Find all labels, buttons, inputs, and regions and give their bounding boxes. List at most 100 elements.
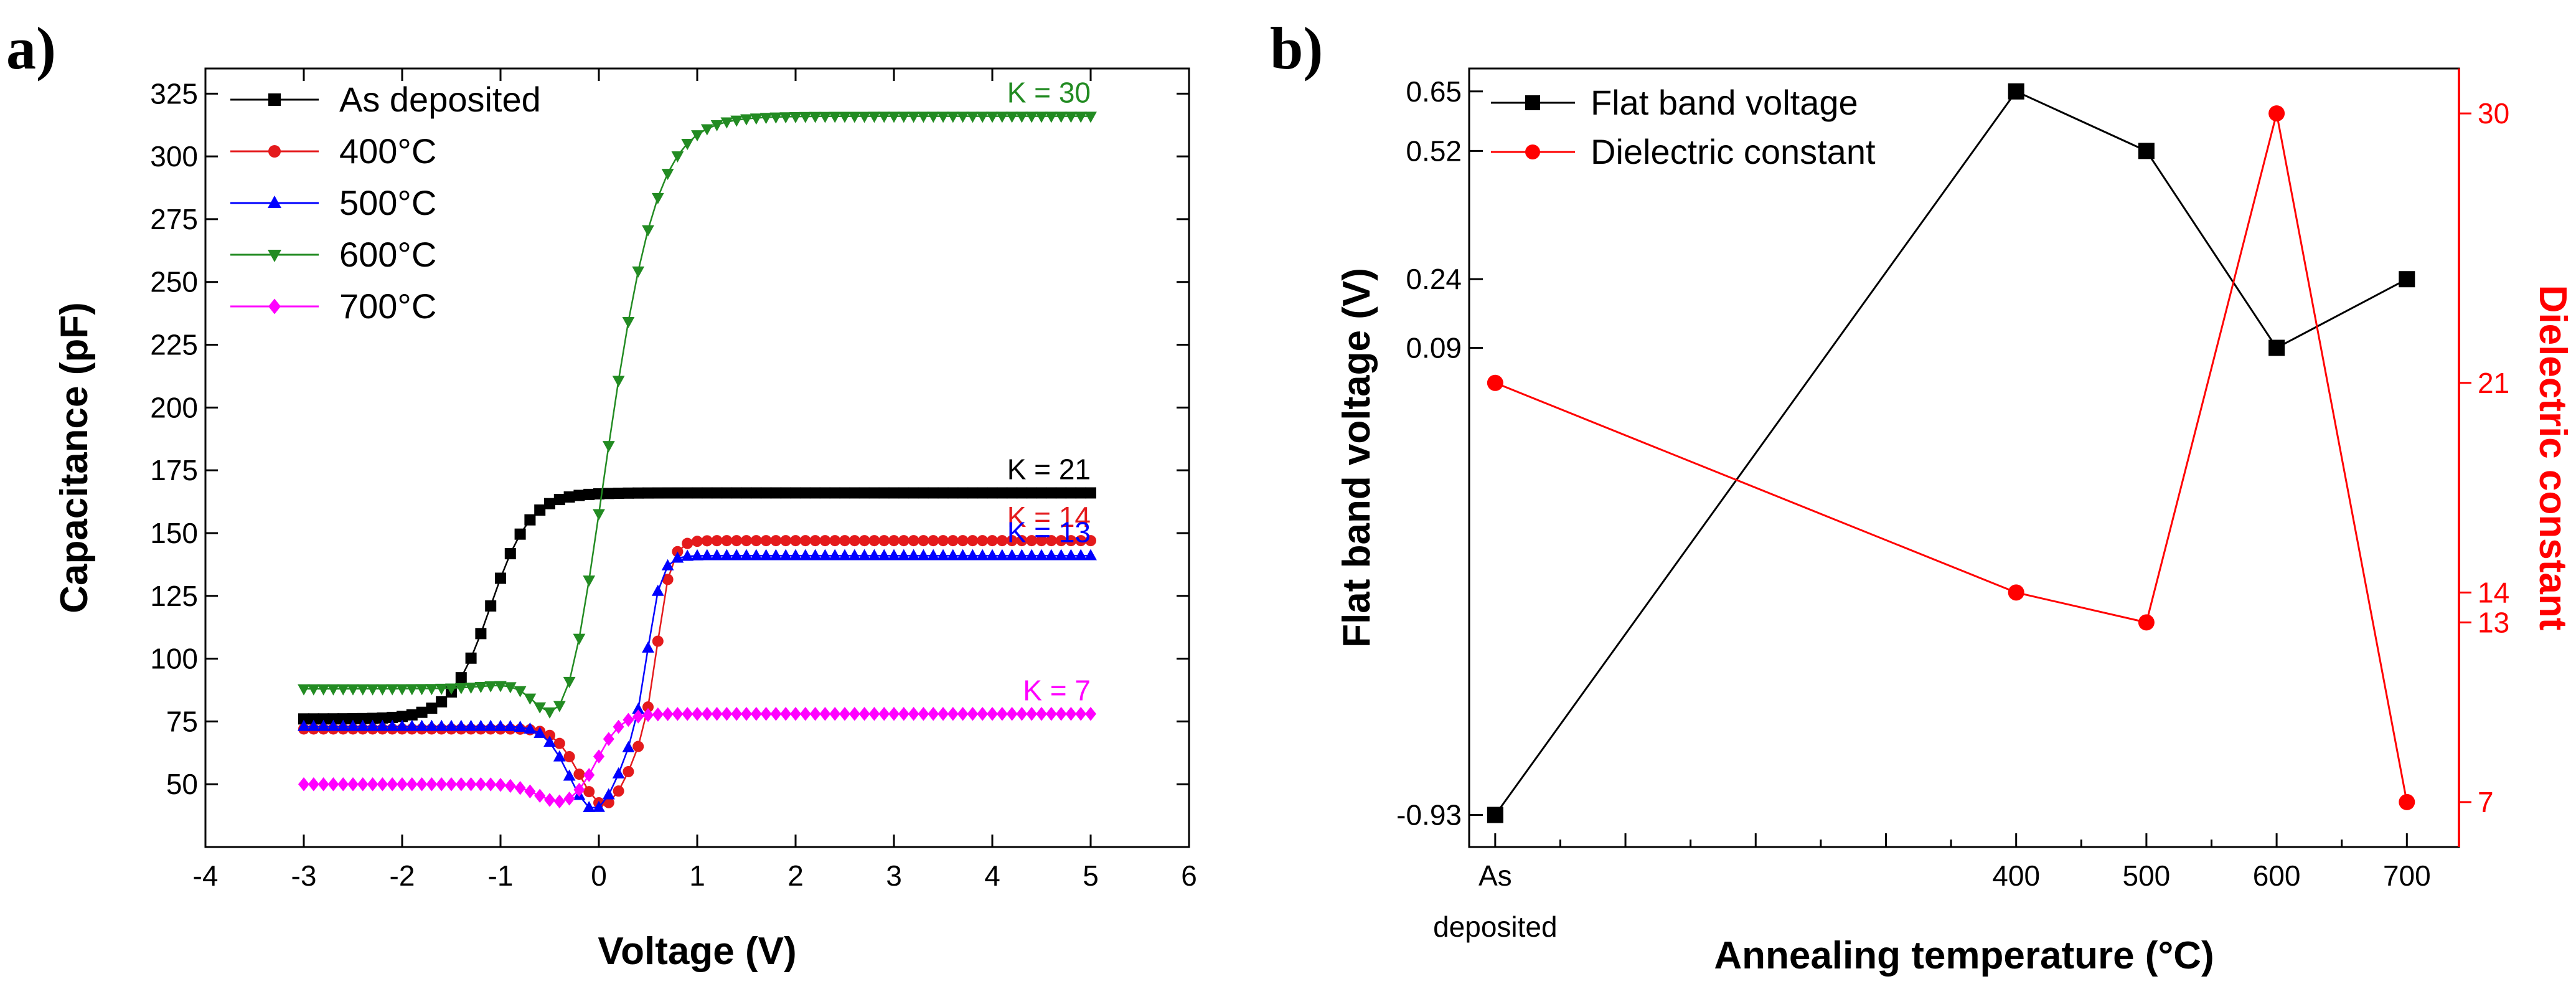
data-point-600-c bbox=[405, 684, 418, 696]
data-point-600-c bbox=[612, 376, 625, 387]
left-y-tick-label: 0.65 bbox=[1406, 75, 1462, 108]
data-point-600-c bbox=[927, 111, 940, 123]
right-y-tick-label: 21 bbox=[2478, 367, 2509, 399]
data-point-as-deposited bbox=[898, 487, 910, 499]
data-point-as-deposited bbox=[662, 487, 674, 499]
data-point-700-c bbox=[682, 707, 693, 721]
data-point-500-c bbox=[966, 549, 979, 561]
data-point-700-c bbox=[672, 707, 684, 721]
x-tick-label: 700 bbox=[2383, 859, 2431, 892]
data-point-600-c bbox=[464, 683, 477, 694]
data-point-as-deposited bbox=[1065, 487, 1077, 499]
data-point-flat-band-voltage bbox=[1487, 807, 1503, 823]
legend-label: 500°C bbox=[339, 183, 436, 222]
data-point-500-c bbox=[445, 719, 458, 731]
data-point-700-c bbox=[957, 707, 969, 721]
panel-a-y-axis-title: Capacitance (pF) bbox=[53, 302, 96, 613]
data-point-as-deposited bbox=[553, 494, 565, 506]
data-point-400-c bbox=[839, 535, 850, 547]
data-point-500-c bbox=[671, 551, 684, 563]
x-tick-label: 3 bbox=[886, 859, 902, 892]
data-point-600-c bbox=[474, 681, 487, 693]
data-point-as-deposited bbox=[632, 487, 644, 499]
legend-label: 600°C bbox=[339, 235, 436, 274]
y-tick-label: 250 bbox=[150, 266, 198, 298]
data-point-600-c bbox=[740, 114, 753, 126]
data-point-400-c bbox=[1045, 535, 1057, 547]
data-point-600-c bbox=[848, 111, 861, 123]
data-point-600-c bbox=[317, 684, 330, 696]
y-tick-label: 200 bbox=[150, 391, 198, 424]
data-point-600-c bbox=[622, 317, 635, 329]
data-point-as-deposited bbox=[406, 709, 418, 721]
data-point-600-c bbox=[484, 681, 497, 693]
data-point-700-c bbox=[495, 777, 506, 792]
data-point-500-c bbox=[1065, 549, 1078, 561]
data-point-400-c bbox=[987, 535, 998, 547]
data-point-500-c bbox=[740, 549, 753, 561]
data-point-600-c bbox=[956, 111, 969, 123]
panel-a-chart: a) -4 -3 -2 -1 0 1 2 3 4 5 6 50 75 100 125 150 175 200 225… bbox=[6, 15, 1197, 973]
data-point-500-c bbox=[405, 719, 418, 731]
data-point-500-c bbox=[396, 719, 408, 731]
right-y-tick-label: 7 bbox=[2478, 786, 2494, 818]
data-point-500-c bbox=[848, 549, 861, 561]
data-point-as-deposited bbox=[524, 514, 536, 526]
data-point-600-c bbox=[1015, 111, 1028, 123]
data-point-700-c bbox=[544, 793, 555, 807]
data-point-600-c bbox=[632, 266, 645, 278]
data-point-600-c bbox=[543, 707, 556, 719]
data-point-500-c bbox=[986, 549, 999, 561]
data-point-700-c bbox=[553, 794, 565, 809]
data-point-as-deposited bbox=[947, 487, 959, 499]
data-point-700-c bbox=[1075, 707, 1087, 721]
data-point-flat-band-voltage bbox=[2138, 143, 2155, 159]
data-point-400-c bbox=[603, 797, 614, 808]
data-point-700-c bbox=[878, 707, 890, 721]
data-point-500-c bbox=[602, 788, 615, 800]
data-point-as-deposited bbox=[416, 706, 428, 718]
data-point-500-c bbox=[927, 549, 940, 561]
data-point-700-c bbox=[357, 777, 369, 792]
data-point-flat-band-voltage bbox=[2268, 339, 2285, 356]
data-point-400-c bbox=[848, 535, 860, 547]
data-point-600-c bbox=[809, 111, 822, 123]
x-tick-label: 4 bbox=[984, 859, 1000, 892]
data-point-as-deposited bbox=[1026, 487, 1038, 499]
y-tick-label: 125 bbox=[150, 580, 198, 612]
data-point-500-c bbox=[593, 800, 605, 812]
data-point-as-deposited bbox=[436, 696, 448, 707]
x-tick-label: -3 bbox=[291, 859, 317, 892]
data-point-600-c bbox=[691, 130, 703, 142]
data-point-as-deposited bbox=[1036, 487, 1047, 499]
y-tick-label: 300 bbox=[150, 140, 198, 173]
data-point-400-c bbox=[741, 535, 752, 547]
data-point-400-c bbox=[898, 535, 910, 547]
data-point-400-c bbox=[799, 535, 811, 547]
data-point-400-c bbox=[1065, 535, 1077, 547]
data-point-500-c bbox=[730, 549, 743, 561]
data-point-600-c bbox=[435, 683, 448, 695]
data-point-700-c bbox=[1016, 707, 1028, 721]
data-point-dielectric-constant bbox=[2138, 614, 2155, 631]
data-point-700-c bbox=[819, 707, 831, 721]
left-y-tick-label: 0.24 bbox=[1406, 263, 1462, 295]
y-tick-label: 75 bbox=[166, 705, 198, 737]
data-point-as-deposited bbox=[977, 487, 989, 499]
data-point-as-deposited bbox=[829, 487, 841, 499]
data-point-600-c bbox=[1074, 111, 1088, 123]
data-point-dielectric-constant bbox=[2399, 793, 2415, 810]
data-point-as-deposited bbox=[741, 487, 752, 499]
data-point-700-c bbox=[721, 707, 733, 721]
data-point-as-deposited bbox=[858, 487, 870, 499]
data-point-700-c bbox=[809, 707, 821, 721]
data-point-600-c bbox=[769, 112, 783, 124]
data-point-as-deposited bbox=[623, 487, 634, 499]
y-tick-label: 50 bbox=[166, 768, 198, 800]
data-point-as-deposited bbox=[377, 712, 388, 724]
data-point-600-c bbox=[376, 684, 389, 696]
data-point-400-c bbox=[878, 535, 890, 547]
data-point-600-c bbox=[976, 111, 989, 123]
data-point-500-c bbox=[474, 719, 487, 731]
data-point-500-c bbox=[1035, 549, 1048, 561]
